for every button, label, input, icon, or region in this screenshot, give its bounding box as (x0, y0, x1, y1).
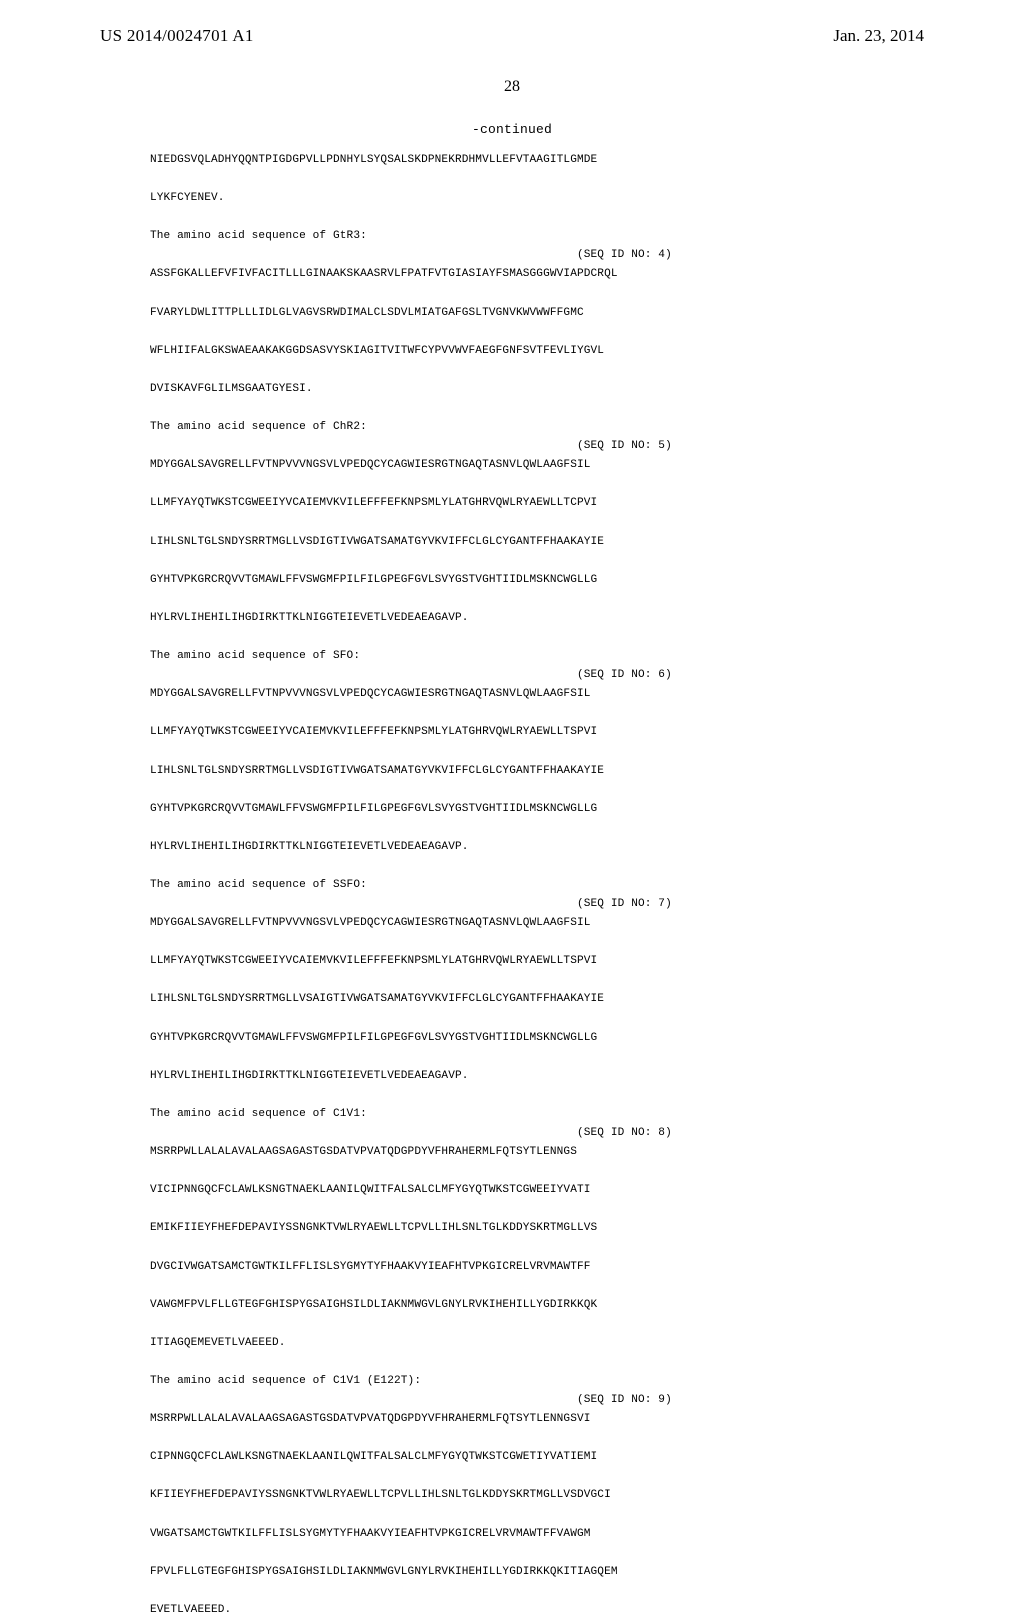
page-number: 28 (0, 78, 1024, 96)
header-pubnum: US 2014/0024701 A1 (100, 26, 254, 46)
content-area: -continued NIEDGSVQLADHYQQNTPIGDGPVLLPDN… (150, 122, 874, 1620)
continued-label: -continued (150, 122, 874, 137)
sequence-listing: NIEDGSVQLADHYQQNTPIGDGPVLLPDNHYLSYQSALSK… (150, 151, 874, 1620)
header-date: Jan. 23, 2014 (833, 26, 924, 46)
page: US 2014/0024701 A1 Jan. 23, 2014 28 -con… (0, 0, 1024, 1320)
